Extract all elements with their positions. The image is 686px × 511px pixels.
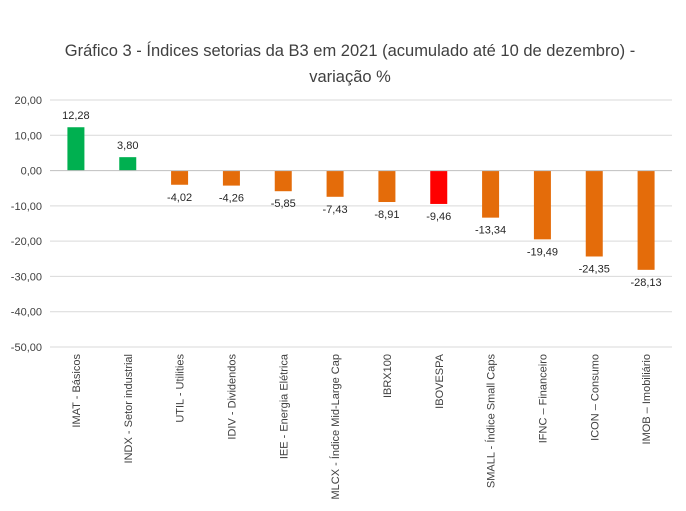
data-label: -7,43 [323,204,348,216]
y-tick-label: -10,00 [11,201,42,213]
data-label: -13,34 [475,225,506,237]
data-label: -19,49 [527,246,558,258]
category-label: IDIV - Dividendos [226,354,238,440]
category-labels: IMAT - Básicos INDX - Setor industrial UTI… [71,353,653,499]
data-label: -4,26 [219,193,244,205]
category-label: IEE - Energia Elétrica [278,353,290,459]
category-label: ICON – Consumo [589,354,601,441]
data-label: -28,13 [630,277,661,289]
y-tick-label: 10,00 [14,130,42,142]
chart-title: Gráfico 3 - Índices setorias da B3 em 20… [64,42,636,86]
data-labels: 12,28 3,80 -4,02 -4,26 -5,85 -7,43 -8,91 -9,46 -… [62,110,662,289]
bar [533,170,551,240]
bar [67,127,85,171]
category-label: UTIL - Utilities [175,354,187,423]
bar [222,170,240,186]
category-label: IMOB – Imobiliário [641,354,653,444]
y-tick-label: -50,00 [11,342,42,354]
y-tick-label: -30,00 [11,271,42,283]
category-label: INDX - Setor industrial [123,354,135,463]
category-label: IBOVESPA [434,353,446,408]
data-label: -5,85 [271,198,296,210]
bar [637,170,655,270]
gridlines [50,99,672,348]
bar [274,170,292,192]
bar [585,170,603,257]
y-axis-ticks: 20,00 10,00 0,00 -10,00 -20,00 -30,00 -40,00 -5… [11,95,42,354]
y-tick-label: -20,00 [11,236,42,248]
bar [171,170,189,185]
bar [119,157,137,171]
category-label: MLCX - Índice Mid-Large Cap [329,354,342,500]
data-label: -4,02 [167,192,192,204]
category-label: IFNC – Financeiro [537,354,549,443]
bar [482,170,500,218]
y-tick-label: 0,00 [21,166,42,178]
bar [326,170,344,197]
data-label: -9,46 [426,211,451,223]
data-label: -8,91 [374,209,399,221]
data-label: 3,80 [117,140,138,152]
bar [430,170,448,204]
data-label: -24,35 [579,263,610,275]
category-label: IBRX100 [382,354,394,398]
bars [67,127,655,270]
category-label: IMAT - Básicos [71,354,83,428]
bar [378,170,396,203]
y-tick-label: 20,00 [14,95,42,107]
y-tick-label: -40,00 [11,307,42,319]
category-label: SMALL - Índice Small Caps [485,354,498,489]
data-label: 12,28 [62,110,90,122]
